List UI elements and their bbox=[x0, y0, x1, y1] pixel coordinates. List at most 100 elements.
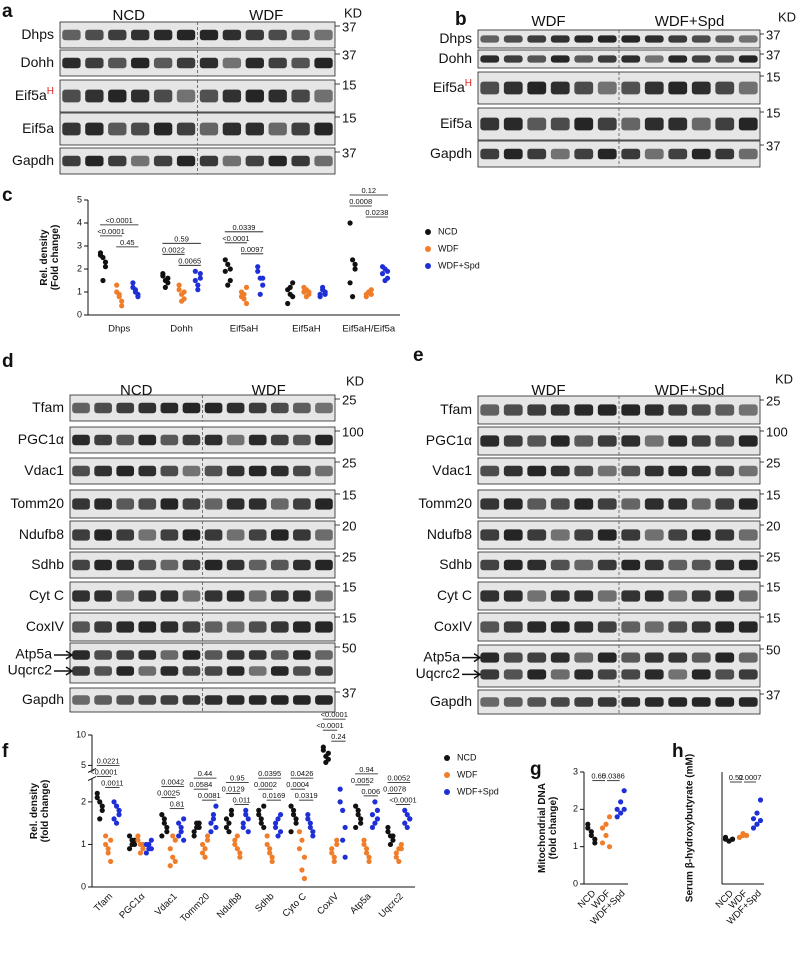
data-point bbox=[116, 291, 122, 297]
band bbox=[153, 122, 173, 136]
row-label-text: Gapdh bbox=[22, 691, 64, 707]
data-point bbox=[208, 829, 214, 835]
band bbox=[668, 55, 688, 63]
band bbox=[72, 465, 90, 477]
data-point bbox=[393, 854, 399, 860]
band bbox=[668, 117, 688, 131]
band bbox=[248, 590, 267, 602]
row-label-text: Cyt C bbox=[29, 587, 64, 603]
blot-strip bbox=[69, 581, 336, 611]
band bbox=[315, 529, 333, 541]
legend-marker bbox=[444, 755, 450, 761]
band bbox=[138, 434, 157, 446]
data-point bbox=[353, 803, 359, 809]
data-point bbox=[305, 816, 311, 822]
band bbox=[72, 695, 90, 705]
y-axis-label: Mitochondrial DNA bbox=[537, 783, 548, 873]
data-point bbox=[349, 257, 356, 263]
row-label-text: Dohh bbox=[21, 54, 54, 70]
data-point bbox=[241, 291, 247, 297]
row-label-text: Tfam bbox=[440, 401, 472, 417]
band bbox=[270, 590, 289, 602]
band bbox=[480, 435, 500, 447]
band bbox=[245, 57, 264, 69]
kd-label: KD bbox=[775, 371, 793, 386]
band bbox=[715, 81, 735, 95]
blot-strip bbox=[477, 612, 761, 642]
mw-label: 15 bbox=[766, 579, 780, 594]
p-value: 0.65 bbox=[591, 772, 606, 781]
data-point bbox=[160, 271, 166, 277]
band bbox=[574, 55, 594, 63]
data-point bbox=[105, 846, 111, 852]
data-point bbox=[176, 287, 182, 293]
band bbox=[574, 669, 594, 680]
data-point bbox=[167, 863, 173, 869]
band bbox=[480, 498, 500, 510]
data-point bbox=[226, 820, 232, 826]
data-point bbox=[592, 836, 598, 842]
band bbox=[597, 81, 617, 95]
band bbox=[116, 434, 135, 446]
data-point bbox=[355, 812, 361, 818]
band bbox=[644, 35, 664, 43]
band bbox=[199, 122, 219, 136]
row-label-sup: H bbox=[465, 78, 472, 89]
band bbox=[527, 465, 547, 477]
row-label-text: Ndufb8 bbox=[427, 526, 472, 542]
row-label: Tfam bbox=[440, 401, 472, 417]
band bbox=[668, 697, 688, 707]
row-label: Vdac1 bbox=[432, 462, 472, 478]
row-label-text: Cyt C bbox=[437, 587, 472, 603]
y-axis-label: Serum β-hydroxybutyrate (mM) bbox=[685, 754, 696, 902]
band bbox=[315, 402, 333, 414]
data-point bbox=[369, 812, 376, 818]
band bbox=[226, 650, 245, 660]
data-point bbox=[204, 833, 211, 839]
band bbox=[527, 35, 547, 43]
band bbox=[668, 404, 688, 416]
band bbox=[270, 402, 289, 414]
band bbox=[621, 669, 641, 680]
data-point bbox=[402, 820, 408, 826]
band bbox=[644, 81, 664, 95]
mw-label: 100 bbox=[342, 424, 364, 439]
group-label: WDF bbox=[531, 382, 565, 399]
band bbox=[668, 148, 688, 160]
band bbox=[621, 55, 641, 63]
band bbox=[248, 666, 267, 676]
band bbox=[160, 590, 179, 602]
band bbox=[691, 465, 711, 477]
band bbox=[550, 529, 570, 541]
data-point bbox=[358, 816, 364, 822]
band bbox=[621, 117, 641, 131]
row-label-text: Vdac1 bbox=[24, 462, 64, 478]
data-point bbox=[603, 821, 609, 827]
data-point bbox=[159, 812, 165, 818]
band bbox=[527, 621, 547, 633]
data-point bbox=[234, 833, 240, 839]
p-value: 0.45 bbox=[120, 238, 135, 247]
mw-label: 50 bbox=[342, 640, 356, 655]
row-label: Atp5a bbox=[15, 646, 52, 662]
data-point bbox=[347, 280, 353, 286]
row-label: Eif5aH bbox=[433, 78, 472, 95]
band bbox=[222, 29, 242, 41]
band bbox=[248, 695, 267, 705]
band bbox=[738, 55, 758, 63]
band bbox=[574, 621, 594, 633]
data-point bbox=[196, 824, 202, 831]
data-point bbox=[722, 834, 729, 840]
data-point bbox=[407, 816, 413, 822]
band bbox=[550, 35, 570, 43]
panel-letter: e bbox=[413, 345, 424, 366]
band bbox=[691, 35, 711, 43]
data-point bbox=[108, 837, 114, 843]
band bbox=[668, 669, 688, 680]
data-point bbox=[94, 790, 100, 796]
band bbox=[668, 529, 688, 541]
band bbox=[738, 559, 758, 571]
data-point bbox=[228, 807, 235, 813]
x-tick-label: Eif5aH bbox=[230, 324, 259, 335]
row-label-text: PGC1α bbox=[18, 431, 64, 447]
